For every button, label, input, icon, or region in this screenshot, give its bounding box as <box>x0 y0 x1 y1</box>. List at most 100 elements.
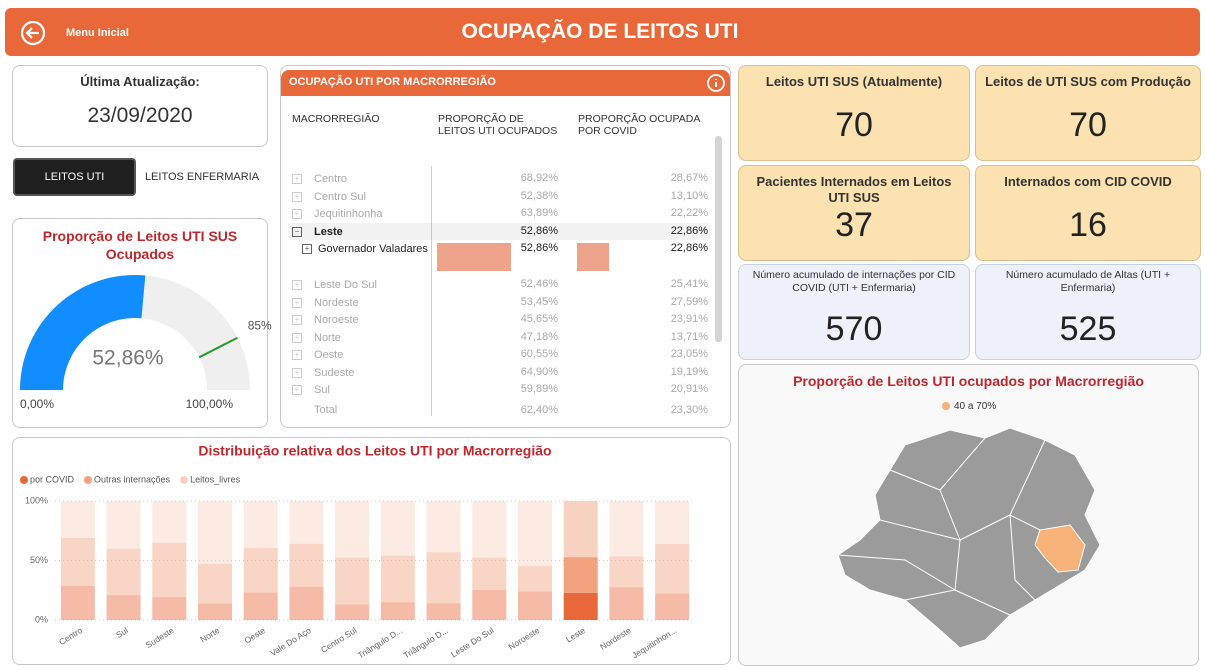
map-borders <box>837 437 1046 616</box>
expand-icon: + <box>292 385 302 395</box>
bar-segment <box>289 586 324 620</box>
y-tick-label: 50% <box>30 555 48 565</box>
info-icon[interactable] <box>706 73 726 93</box>
row-label: Leste Do Sul <box>314 279 377 291</box>
cell: 60,55% <box>520 348 558 360</box>
map-legend: 40 a 70% <box>954 401 997 412</box>
bar-segment <box>243 547 278 593</box>
cell: 13,71% <box>670 330 708 343</box>
header-bar <box>5 8 1200 56</box>
bar-segment <box>106 501 141 549</box>
kpi-value: 525 <box>1059 310 1117 348</box>
bar-segment <box>426 603 461 620</box>
y-tick-label: 0% <box>35 614 48 624</box>
bar-segment <box>563 557 598 593</box>
kpi-card: Leitos UTI SUS (Atualmente) 70 <box>738 65 970 161</box>
bar-segment <box>518 565 552 592</box>
y-tick-label: 100% <box>25 495 48 505</box>
expand-icon: − <box>292 226 302 237</box>
x-tick-label: Sudeste <box>144 625 176 650</box>
expand-icon: + <box>292 297 302 308</box>
gauge-max-label: 100,00% <box>186 397 234 411</box>
row-label: Jequitinhonha <box>314 208 383 220</box>
gauge-target-label: 85% <box>248 319 272 333</box>
expand-icon: + <box>292 191 302 202</box>
x-tick-label: Centro Sul <box>319 625 358 655</box>
legend-label: Outras internações <box>94 474 171 484</box>
data-bar <box>577 243 609 271</box>
row-label: Oeste <box>314 349 344 361</box>
cell: 20,91% <box>670 383 708 395</box>
kpi-label: Pacientes Internados em Leitos UTI SUS <box>756 174 952 205</box>
gauge-title: Proporção de Leitos UTI SUS Ocupados <box>42 228 238 262</box>
kpi-label: Internados com CID COVID <box>1004 174 1172 189</box>
bar-segment <box>426 501 461 553</box>
x-tick-label: Oeste <box>242 625 267 646</box>
bar-segment <box>60 585 95 620</box>
menu-link[interactable]: Menu Inicial <box>66 27 129 39</box>
bar-segment <box>518 591 552 620</box>
cell: 22,86% <box>670 242 708 254</box>
table-title-bar <box>281 70 730 96</box>
bar-segment <box>563 592 598 620</box>
x-tick-label: Nordeste <box>598 625 633 652</box>
page-title: OCUPAÇÃO DE LEITOS UTI <box>461 20 739 43</box>
tab-active[interactable]: LEITOS UTI <box>13 158 136 196</box>
data-bar <box>437 243 511 271</box>
back-icon[interactable] <box>20 20 46 46</box>
map <box>837 402 1101 649</box>
bar-segment <box>380 501 415 556</box>
column-header: MACRORREGIÃO <box>292 113 380 125</box>
row-label: Centro <box>314 173 348 185</box>
x-tick-label: Vale Do Aço <box>268 625 313 658</box>
kpi-label: Número acumulado de internações por CID … <box>752 269 956 294</box>
total-label: Total <box>314 404 338 416</box>
legend-marker <box>84 476 93 484</box>
row-label: Nordeste <box>314 296 359 309</box>
cell: 27,59% <box>670 295 708 308</box>
kpi-value: 570 <box>825 310 883 348</box>
table: MACRORREGIÃO PROPORÇÃO DE LEITOS UTI OCUP… <box>280 65 731 428</box>
total-cell: 62,40% <box>520 404 558 416</box>
column-header: PROPORÇÃO OCUPADA POR COVID <box>578 113 700 137</box>
bar-segment <box>289 501 324 544</box>
cell: 52,38% <box>520 189 558 202</box>
scrollbar[interactable] <box>715 136 722 342</box>
cell: 47,18% <box>520 330 558 343</box>
bar-segment <box>380 555 415 603</box>
map-region[interactable] <box>1034 524 1086 573</box>
cell: 25,41% <box>670 278 708 290</box>
gauge-value <box>20 275 146 390</box>
cell: 59,89% <box>520 383 558 395</box>
bar-segment <box>335 557 370 605</box>
x-tick-label: Leste Do Sul <box>449 625 496 659</box>
bar-segment <box>198 563 232 604</box>
expand-icon: + <box>292 174 302 184</box>
cell: 52,86% <box>520 224 558 237</box>
cell: 13,10% <box>670 189 708 202</box>
cell: 22,86% <box>670 224 708 237</box>
expand-icon: + <box>292 350 302 360</box>
bar-segment <box>472 557 507 590</box>
expand-icon: + <box>292 280 302 290</box>
legend-label: por COVID <box>30 474 75 484</box>
bar-segment <box>563 501 598 558</box>
tab[interactable]: LEITOS ENFERMARIA <box>144 171 260 183</box>
update-date: 23/09/2020 <box>87 104 193 127</box>
kpi-card: Leitos de UTI SUS com Produção 70 <box>975 65 1201 161</box>
cell: 23,91% <box>670 313 708 325</box>
bar-segment <box>198 603 232 620</box>
x-tick-label: Norte <box>198 625 221 645</box>
kpi-value: 70 <box>835 106 873 144</box>
row-label: Sul <box>314 384 330 396</box>
bar-segment <box>380 602 415 620</box>
gauge-target <box>198 336 238 359</box>
row-label: Governador Valadares <box>318 243 428 255</box>
bar-segment <box>243 592 278 620</box>
cell: 64,90% <box>520 365 558 378</box>
row-label: Leste <box>314 225 343 238</box>
x-tick-label: Noroeste <box>507 625 542 652</box>
column-divider <box>431 166 432 416</box>
cell: 52,46% <box>520 278 558 290</box>
expand-icon: + <box>292 332 302 343</box>
